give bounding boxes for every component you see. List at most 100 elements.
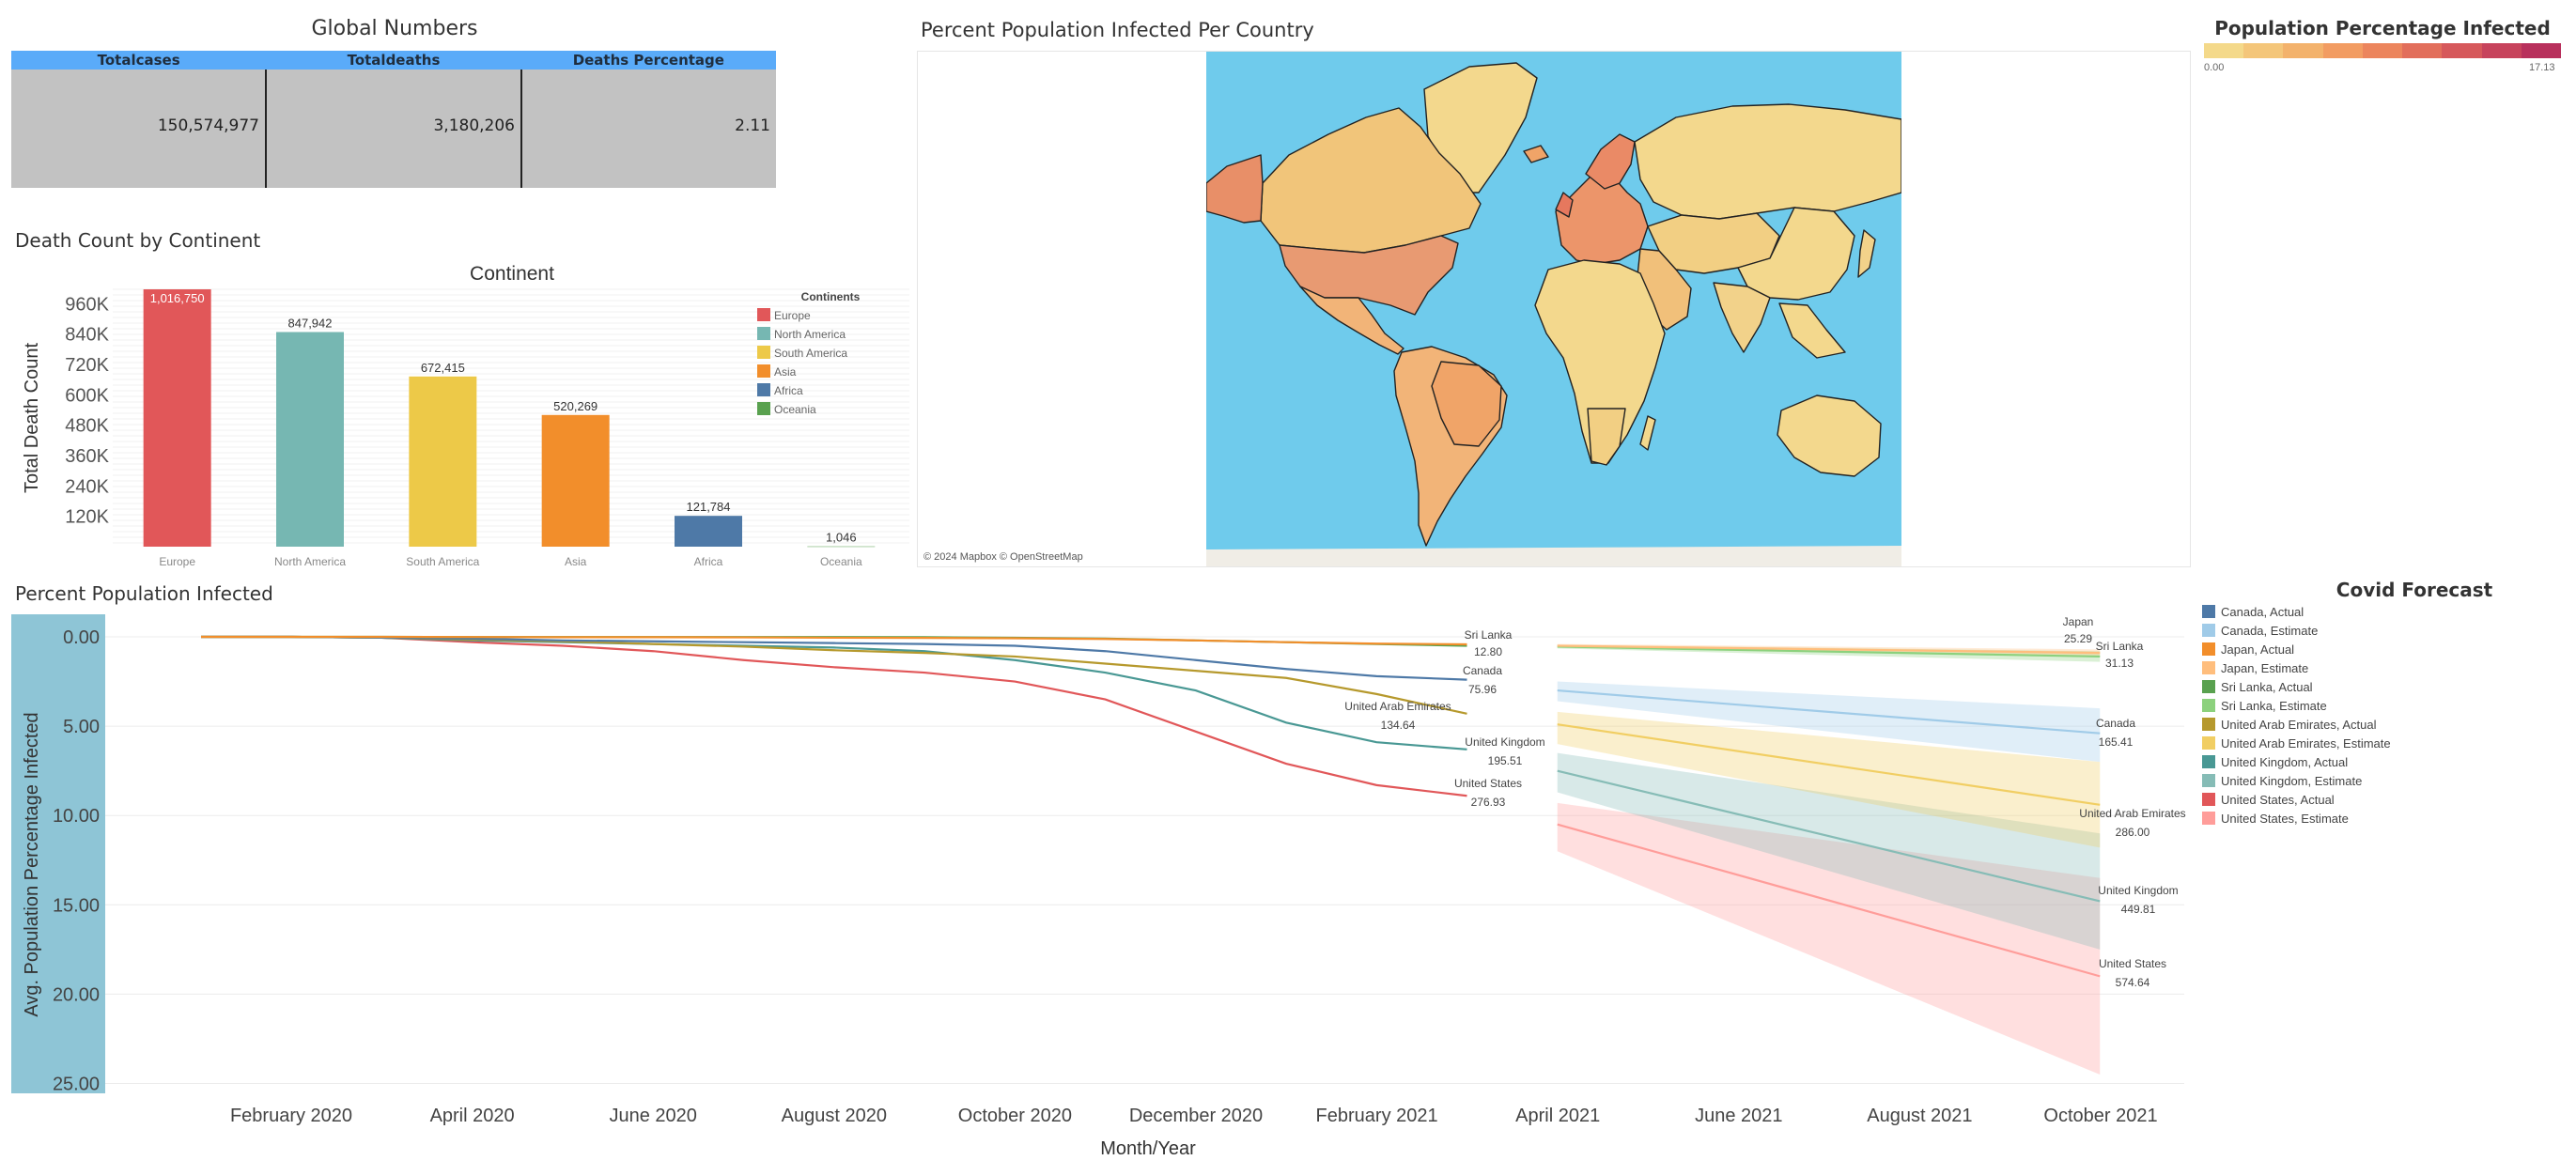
forecast-xtick-label: December 2020: [1129, 1106, 1263, 1126]
forecast-actual-label-value-united-states: 276.93: [1471, 796, 1506, 809]
forecast-legend-swatch: [2202, 624, 2215, 637]
forecast-legend-item[interactable]: Sri Lanka, Actual: [2202, 678, 2313, 695]
forecast-actual-label-name-united-arab-emirates: United Arab Emirates: [1344, 700, 1451, 713]
forecast-actual-line-canada: [201, 635, 1467, 681]
forecast-legend-title: Covid Forecast: [2335, 579, 2493, 601]
bar-value-label: 1,046: [826, 531, 857, 545]
bar-chart-title: Continent: [470, 263, 554, 285]
header-deaths-percentage[interactable]: Deaths Percentage: [572, 52, 724, 69]
map-alaska: [1206, 154, 1264, 224]
forecast-actual-line-united-states: [201, 635, 1467, 797]
map-africa: [1534, 259, 1666, 464]
forecast-ytick-label: 25.00: [53, 1074, 100, 1094]
bar-north-america: [276, 332, 344, 547]
forecast-estimate-label-name-japan: Japan: [2063, 615, 2094, 628]
forecast-legend-item[interactable]: United States, Actual: [2202, 791, 2335, 808]
forecast-estimate-label-name-sri-lanka: Sri Lanka: [2096, 640, 2144, 653]
population-legend-step: [2521, 43, 2561, 58]
world-map[interactable]: [1206, 52, 1901, 566]
map-title: Percent Population Infected Per Country: [921, 19, 1314, 41]
forecast-actual-label-name-canada: Canada: [1463, 664, 1502, 677]
map-antarctica: [1206, 546, 1901, 566]
bar-south-america: [409, 376, 477, 547]
bar-legend-label: Asia: [774, 365, 797, 379]
death-count-bar-chart: Continent 120K 240K 360K 480K 600K 720K 840K 960…: [22, 263, 909, 568]
death-count-section-title: Death Count by Continent: [15, 229, 261, 252]
forecast-legend-item[interactable]: Canada, Estimate: [2202, 622, 2318, 639]
bar-legend-swatch: [757, 327, 770, 340]
forecast-actual-label-name-united-kingdom: United Kingdom: [1465, 735, 1544, 749]
bar-oceania: [807, 546, 876, 548]
forecast-xlabel: Month/Year: [1100, 1138, 1196, 1159]
y-axis-band: [11, 614, 105, 1093]
bar-category-label: Europe: [159, 555, 195, 568]
bar-legend-swatch: [757, 383, 770, 396]
bar-ytick-label: 480K: [65, 416, 109, 437]
forecast-xtick-label: August 2021: [1867, 1106, 1972, 1126]
global-numbers-value-row: 150,574,977 3,180,206 2.11: [11, 70, 776, 188]
population-legend-max: 17.13: [2529, 62, 2555, 73]
forecast-legend-item[interactable]: United States, Estimate: [2202, 810, 2349, 827]
bar-value-label: 520,269: [553, 399, 597, 413]
bar-legend-swatch: [757, 364, 770, 378]
global-numbers-table: Totalcases Totaldeaths Deaths Percentage…: [11, 51, 776, 188]
forecast-legend-swatch: [2202, 642, 2215, 656]
forecast-legend-swatch: [2202, 793, 2215, 806]
map-southern-africa: [1587, 408, 1626, 466]
global-numbers-title: Global Numbers: [311, 17, 478, 40]
map-attribution[interactable]: © 2024 Mapbox © OpenStreetMap: [923, 551, 1083, 563]
bar-legend-label: Europe: [774, 309, 811, 322]
forecast-estimate-label-name-united-arab-emirates: United Arab Emirates: [2079, 807, 2185, 820]
forecast-actual-label-name-sri-lanka: Sri Lanka: [1465, 628, 1513, 642]
forecast-legend-swatch: [2202, 718, 2215, 731]
forecast-legend-item[interactable]: Japan, Actual: [2202, 641, 2294, 658]
value-totaldeaths[interactable]: 3,180,206: [265, 70, 520, 188]
bar-category-label: Oceania: [820, 555, 862, 568]
forecast-legend-label: United Kingdom, Actual: [2221, 754, 2349, 769]
map-brazil: [1431, 361, 1502, 447]
value-totalcases[interactable]: 150,574,977: [157, 116, 259, 135]
bar-ytick-label: 960K: [65, 294, 109, 315]
bar-ytick-label: 840K: [65, 325, 109, 346]
population-legend-step: [2481, 43, 2522, 58]
bar-value-label: 847,942: [288, 316, 333, 330]
header-totaldeaths[interactable]: Totaldeaths: [347, 52, 441, 69]
bar-ytick-label: 120K: [65, 507, 109, 528]
forecast-line-chart: 0.00 5.00 10.00 15.00 20.00 25.00 Avg. Populat…: [11, 614, 2186, 1159]
bar-value-label: 672,415: [421, 361, 465, 375]
forecast-legend-item[interactable]: Sri Lanka, Estimate: [2202, 697, 2327, 714]
map-iceland: [1523, 145, 1549, 163]
global-numbers-header-row: Totalcases Totaldeaths Deaths Percentage: [11, 51, 776, 70]
forecast-legend-item[interactable]: United Kingdom, Actual: [2202, 753, 2348, 770]
forecast-legend-item[interactable]: United Arab Emirates, Actual: [2202, 716, 2376, 733]
bar-europe: [143, 289, 211, 547]
header-totalcases[interactable]: Totalcases: [97, 52, 180, 69]
forecast-band-united-arab-emirates: [1557, 711, 2101, 848]
forecast-legend-item[interactable]: United Arab Emirates, Estimate: [2202, 735, 2391, 751]
map-uk: [1555, 192, 1574, 218]
bar-ytick-label: 360K: [65, 446, 109, 467]
forecast-legend-item[interactable]: Canada, Actual: [2202, 603, 2304, 620]
bar-ytick-label: 600K: [65, 385, 109, 406]
bar-legend-label: South America: [774, 347, 847, 360]
map-japan: [1857, 229, 1876, 278]
population-legend-step: [2204, 43, 2244, 58]
bar-africa: [675, 516, 742, 547]
bar-asia: [541, 414, 610, 547]
forecast-legend-item[interactable]: United Kingdom, Estimate: [2202, 772, 2362, 789]
bar-legend-swatch: [757, 308, 770, 321]
forecast-legend-label: Canada, Actual: [2221, 604, 2304, 619]
forecast-xtick-label: February 2021: [1316, 1106, 1438, 1126]
forecast-estimate-line-united-kingdom: [1557, 769, 2101, 903]
forecast-estimate-line-sri-lanka: [1557, 645, 2101, 658]
forecast-estimate-label-value-canada: 165.41: [2099, 735, 2134, 749]
forecast-legend-label: United States, Estimate: [2221, 811, 2349, 826]
forecast-legend-swatch: [2202, 605, 2215, 618]
forecast-legend-item[interactable]: Japan, Estimate: [2202, 659, 2308, 676]
bar-category-label: Africa: [694, 555, 723, 568]
forecast-ytick-label: 0.00: [63, 627, 100, 648]
value-deaths-percentage[interactable]: 2.11: [520, 70, 776, 188]
forecast-ylabel: Avg. Population Percentage Infected: [22, 712, 42, 1016]
bar-legend-swatch: [757, 402, 770, 415]
forecast-actual-label-value-canada: 75.96: [1468, 683, 1497, 696]
